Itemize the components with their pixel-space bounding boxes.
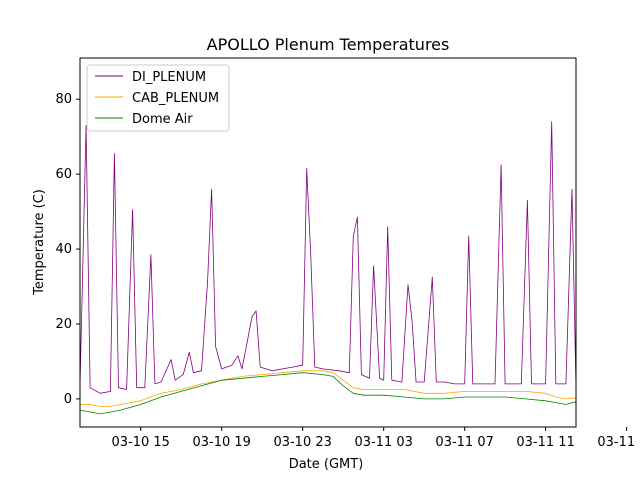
y-tick-label: 60 — [55, 167, 72, 182]
legend-label-1: CAB_PLENUM — [132, 91, 219, 106]
series-line-1 — [80, 370, 576, 407]
x-tick-label: 03-11 11 — [516, 435, 574, 450]
series-line-0 — [80, 121, 576, 394]
y-axis-ticks: 0 20 40 60 80 — [55, 92, 80, 407]
chart-title: APOLLO Plenum Temperatures — [207, 35, 450, 54]
legend-label-2: Dome Air — [132, 112, 193, 127]
x-tick-label: 03-11 07 — [435, 435, 493, 450]
x-tick-label: 03-10 19 — [192, 435, 250, 450]
x-tick-label: 03-10 23 — [273, 435, 331, 450]
x-tick-label: 03-11 03 — [354, 435, 412, 450]
series-line-2 — [80, 372, 576, 415]
y-axis-label: Temperature (C) — [32, 189, 47, 296]
y-tick-label: 20 — [55, 317, 72, 332]
plot-border — [79, 57, 577, 428]
y-tick-label: 0 — [64, 392, 72, 407]
legend: DI_PLENUM CAB_PLENUM Dome Air — [86, 64, 230, 132]
y-tick-label: 80 — [55, 92, 72, 107]
legend-label-0: DI_PLENUM — [132, 70, 206, 85]
y-tick-label: 40 — [55, 242, 72, 257]
x-tick-label: 03-10 15 — [112, 435, 170, 450]
series-layer — [80, 121, 576, 415]
x-axis-label: Date (GMT) — [289, 457, 364, 472]
x-tick-label: 03-11 15 — [597, 435, 640, 450]
x-axis-ticks: 03-10 15 03-10 19 03-10 23 03-11 03 03-11 07… — [112, 427, 640, 450]
legend-box — [86, 64, 230, 132]
